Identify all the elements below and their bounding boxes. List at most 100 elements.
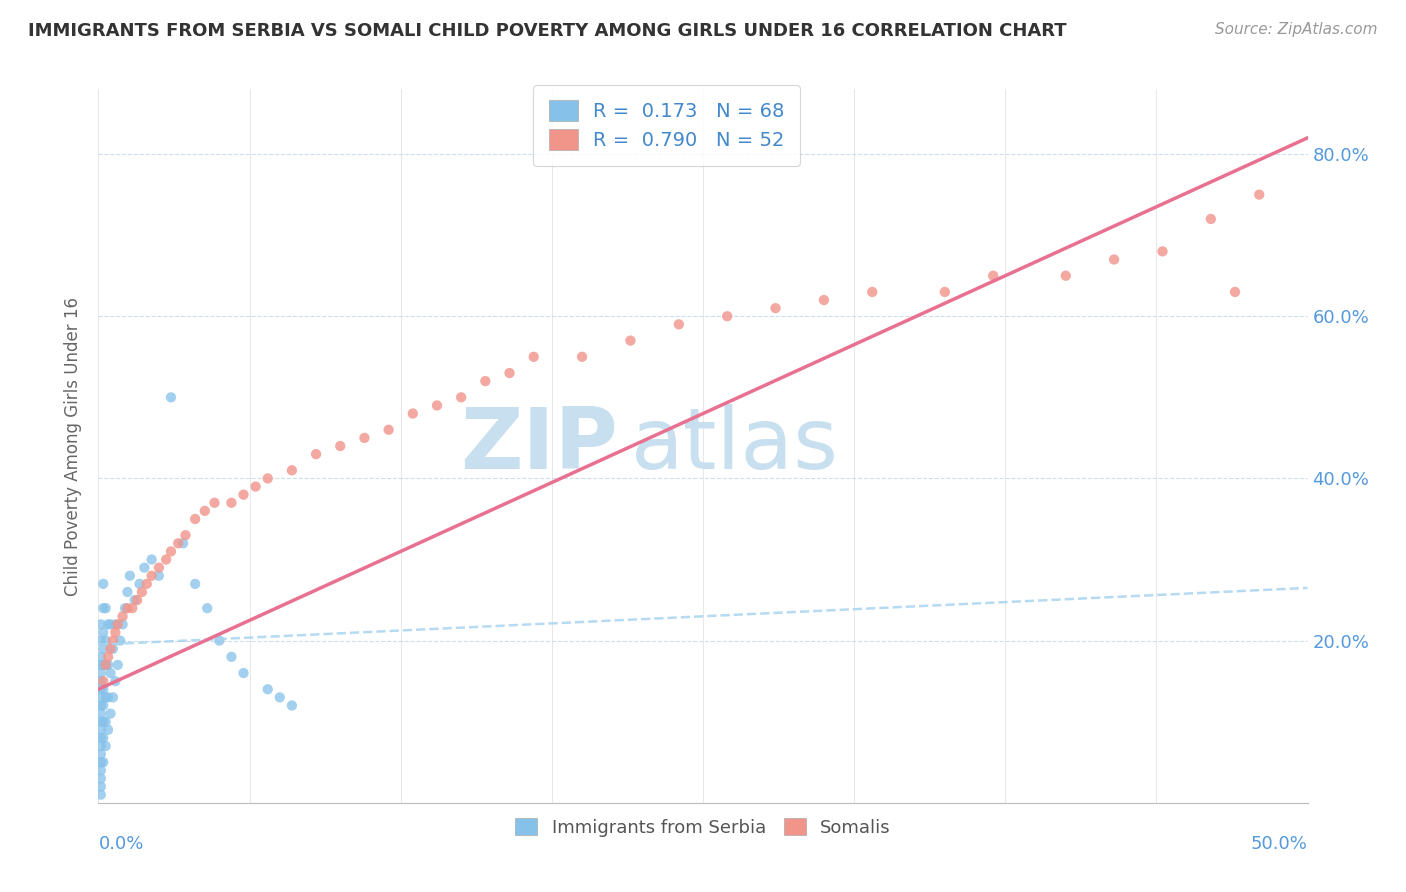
Point: [184, 512, 207, 526]
Point: [204, 496, 226, 510]
Point: [184, 577, 207, 591]
Point: [91, 641, 114, 656]
Point: [135, 577, 157, 591]
Point: [117, 585, 139, 599]
Point: [90, 666, 112, 681]
Point: [90, 633, 112, 648]
Point: [91, 601, 114, 615]
Point: [281, 698, 304, 713]
Point: [90, 649, 112, 664]
Point: [94, 714, 117, 729]
Point: [981, 268, 1004, 283]
Point: [118, 568, 141, 582]
Point: [305, 447, 328, 461]
Point: [813, 293, 835, 307]
Text: 50.0%: 50.0%: [1251, 835, 1308, 853]
Point: [148, 568, 170, 582]
Point: [281, 463, 304, 477]
Point: [90, 764, 112, 778]
Point: [90, 617, 112, 632]
Point: [1199, 211, 1222, 226]
Point: [101, 641, 124, 656]
Point: [232, 666, 254, 681]
Point: [134, 560, 156, 574]
Point: [619, 334, 641, 348]
Point: [1054, 268, 1077, 283]
Point: [90, 788, 112, 802]
Point: [571, 350, 593, 364]
Point: [94, 657, 117, 672]
Point: [104, 674, 127, 689]
Point: [91, 731, 114, 745]
Point: [90, 731, 112, 745]
Point: [160, 544, 183, 558]
Point: [474, 374, 496, 388]
Point: [94, 657, 117, 672]
Point: [90, 674, 112, 689]
Point: [523, 350, 546, 364]
Point: [124, 593, 146, 607]
Text: IMMIGRANTS FROM SERBIA VS SOMALI CHILD POVERTY AMONG GIRLS UNDER 16 CORRELATION : IMMIGRANTS FROM SERBIA VS SOMALI CHILD P…: [28, 22, 1067, 40]
Point: [97, 657, 120, 672]
Point: [91, 698, 114, 713]
Point: [765, 301, 787, 315]
Point: [160, 390, 183, 404]
Point: [104, 617, 127, 632]
Point: [90, 772, 112, 786]
Point: [194, 504, 217, 518]
Y-axis label: Child Poverty Among Girls Under 16: Child Poverty Among Girls Under 16: [65, 296, 83, 596]
Point: [111, 609, 134, 624]
Point: [245, 479, 267, 493]
Point: [1152, 244, 1174, 259]
Point: [426, 399, 449, 413]
Point: [934, 285, 956, 299]
Point: [860, 285, 883, 299]
Point: [107, 657, 129, 672]
Point: [104, 625, 127, 640]
Point: [90, 657, 112, 672]
Point: [90, 690, 112, 705]
Point: [97, 617, 120, 632]
Point: [91, 674, 114, 689]
Point: [101, 690, 124, 705]
Point: [195, 601, 218, 615]
Point: [1102, 252, 1125, 267]
Point: [91, 625, 114, 640]
Point: [114, 601, 136, 615]
Point: [94, 601, 117, 615]
Point: [108, 633, 131, 648]
Point: [232, 488, 254, 502]
Point: [100, 641, 122, 656]
Point: [716, 310, 738, 324]
Point: [97, 690, 120, 705]
Point: [107, 617, 129, 632]
Point: [90, 780, 112, 794]
Point: [91, 756, 114, 770]
Point: [128, 577, 150, 591]
Point: [402, 407, 425, 421]
Point: [221, 649, 243, 664]
Point: [208, 633, 231, 648]
Point: [172, 536, 194, 550]
Point: [90, 706, 112, 721]
Point: [101, 633, 124, 648]
Point: [94, 739, 117, 753]
Point: [97, 723, 120, 737]
Point: [167, 536, 190, 550]
Point: [90, 756, 112, 770]
Point: [94, 690, 117, 705]
Point: [100, 666, 122, 681]
Point: [141, 552, 163, 566]
Point: [90, 747, 112, 761]
Point: [329, 439, 352, 453]
Point: [100, 706, 122, 721]
Point: [377, 423, 399, 437]
Point: [127, 593, 149, 607]
Point: [1223, 285, 1246, 299]
Point: [90, 739, 112, 753]
Point: [90, 714, 112, 729]
Text: 0.0%: 0.0%: [98, 835, 143, 853]
Point: [221, 496, 243, 510]
Point: [117, 601, 139, 615]
Point: [97, 649, 120, 664]
